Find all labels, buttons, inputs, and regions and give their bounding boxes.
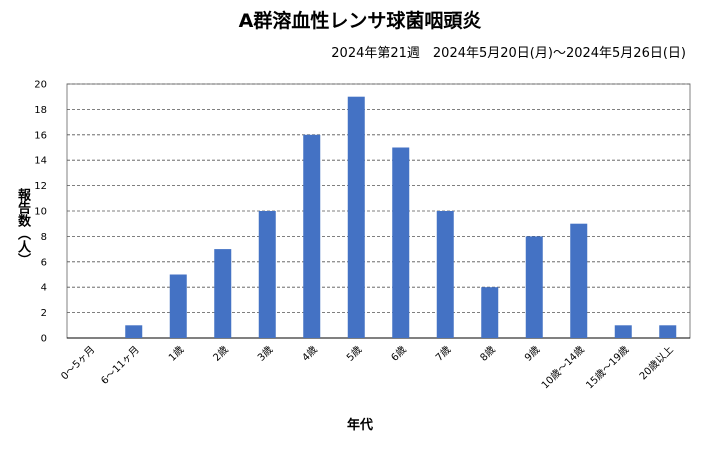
bar [436, 211, 454, 338]
x-tick-label: 6〜11ヶ月 [99, 344, 142, 387]
bar [614, 325, 632, 338]
y-tick-label: 14 [34, 156, 47, 167]
y-tick-label: 2 [41, 308, 47, 319]
y-tick-label: 12 [34, 181, 47, 192]
chart-subtitle: 2024年第21週 2024年5月20日(月)〜2024年5月26日(日) [331, 46, 686, 61]
bar [303, 134, 321, 338]
x-tick-label: 2歳 [211, 344, 231, 364]
x-tick-label: 5歳 [344, 344, 364, 364]
bar [347, 96, 365, 338]
chart-title: A群溶血性レンサ球菌咽頭炎 [238, 10, 482, 32]
y-axis-label: 報告数（人） [15, 188, 30, 266]
bar [392, 147, 410, 338]
y-tick-label: 16 [34, 130, 47, 141]
x-tick-label: 10歳〜14歳 [539, 344, 587, 392]
bar [258, 211, 276, 338]
x-tick-label: 9歳 [522, 344, 542, 364]
y-tick-label: 20 [34, 80, 47, 91]
x-tick-label: 7歳 [433, 344, 453, 364]
y-tick-label: 10 [34, 207, 47, 218]
y-tick-label: 18 [34, 105, 47, 116]
bar [125, 325, 143, 338]
x-tick-label: 8歳 [478, 344, 498, 364]
y-tick-label: 4 [41, 283, 47, 294]
y-tick-label: 0 [41, 334, 47, 345]
bar [525, 236, 543, 338]
x-tick-label: 6歳 [389, 344, 409, 364]
x-tick-label: 20歳以上 [637, 344, 676, 383]
x-tick-label: 4歳 [300, 344, 320, 364]
x-axis-label: 年代 [346, 418, 373, 433]
y-tick-label: 8 [41, 232, 47, 243]
y-tick-label: 6 [41, 257, 47, 268]
bar [169, 274, 187, 338]
bar [659, 325, 677, 338]
x-tick-label: 1歳 [166, 344, 186, 364]
bar [214, 249, 232, 338]
x-tick-label: 3歳 [255, 344, 275, 364]
x-tick-label: 15歳〜19歳 [584, 344, 632, 392]
bar [570, 223, 588, 338]
x-tick-label: 0〜5ヶ月 [59, 344, 98, 383]
bar [481, 287, 499, 338]
